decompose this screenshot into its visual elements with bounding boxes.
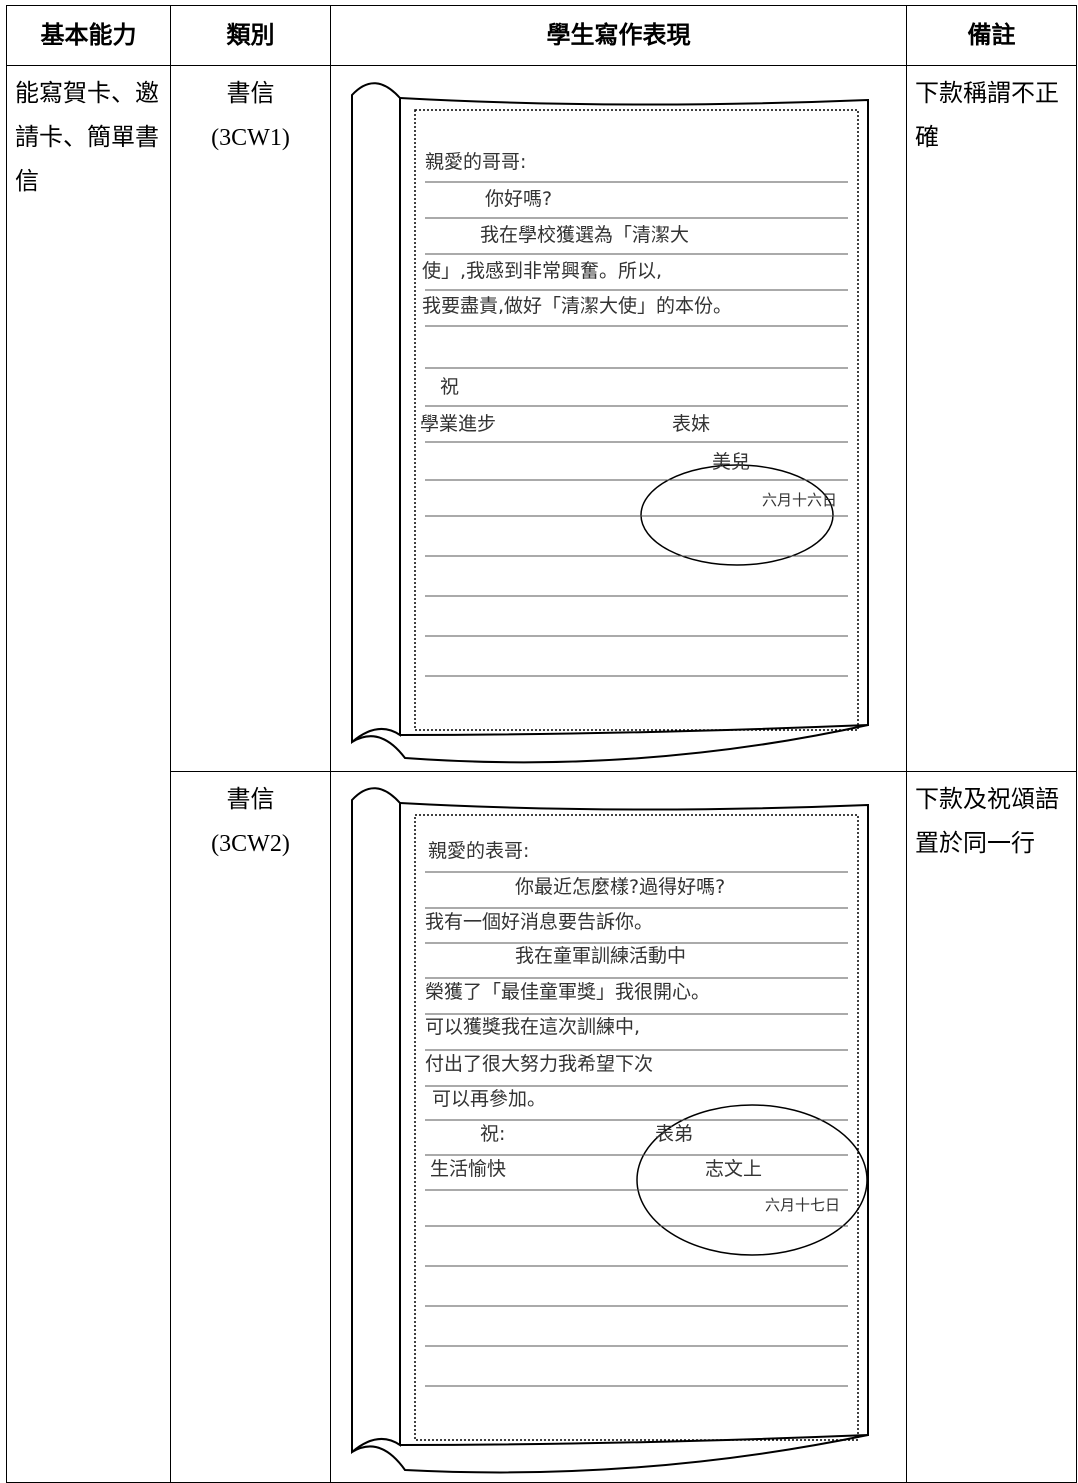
note-cell: 下款及祝頌語置於同一行	[906, 771, 1077, 1483]
note: 下款稱謂不正確	[915, 81, 1059, 151]
header: 基本能力	[6, 5, 171, 66]
table: 基本能力 類別 學生寫作表現 備註 能寫賀卡、邀請卡、簡單書信 書信 (3CW1)…	[6, 5, 1077, 1483]
header: 學生寫作表現	[330, 5, 907, 66]
letter-cell	[330, 771, 907, 1483]
ability: 能寫賀卡、邀請卡、簡單書信	[15, 81, 159, 195]
category-cell: 書信 (3CW2)	[170, 771, 331, 1483]
header: 類別	[170, 5, 331, 66]
code: (3CW2)	[211, 831, 290, 857]
header: 備註	[906, 5, 1077, 66]
ability-cell: 能寫賀卡、邀請卡、簡單書信	[6, 65, 171, 1483]
code: (3CW1)	[211, 125, 290, 151]
note: 下款及祝頌語置於同一行	[915, 787, 1059, 857]
letter-cell	[330, 65, 907, 772]
category: 書信	[226, 787, 275, 813]
note-cell: 下款稱謂不正確	[906, 65, 1077, 772]
category-cell: 書信 (3CW1)	[170, 65, 331, 772]
category: 書信	[226, 81, 275, 107]
